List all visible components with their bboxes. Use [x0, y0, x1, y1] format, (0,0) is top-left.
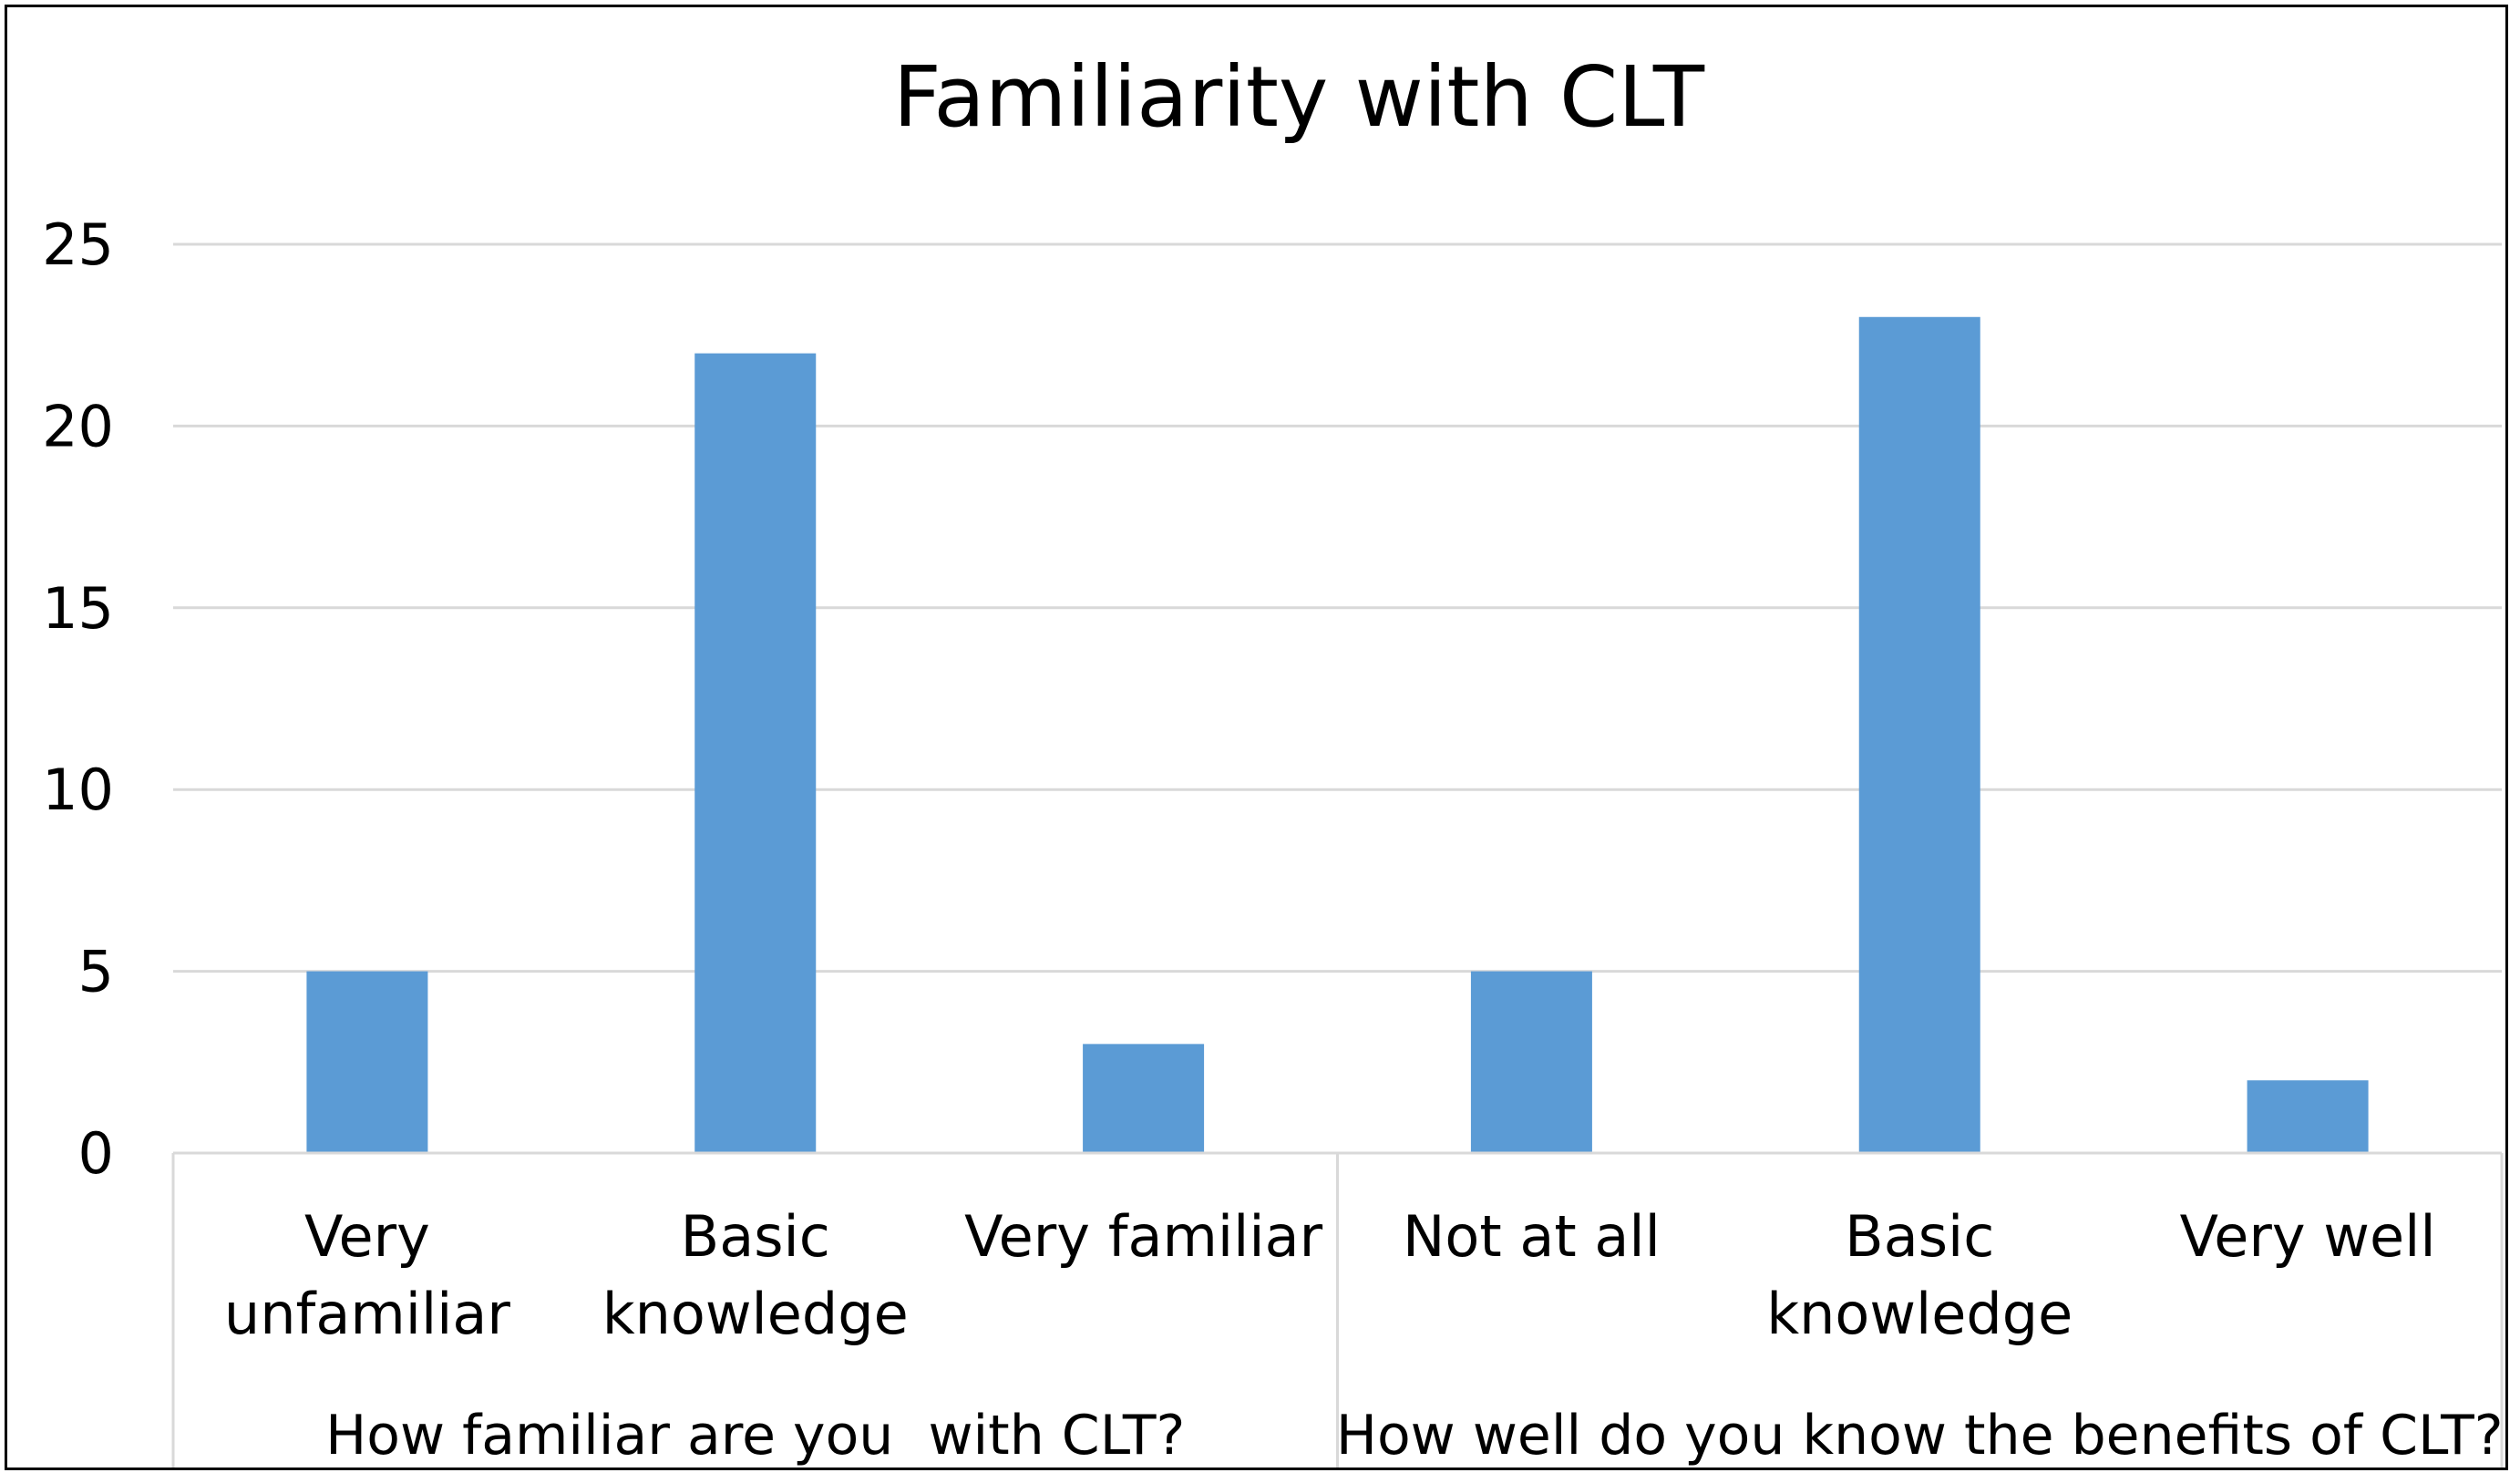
- chart-frame: [5, 5, 2508, 1470]
- bar: [1083, 1044, 1205, 1153]
- x-tick-label: Not at all: [1403, 1203, 1661, 1270]
- y-tick-label: 0: [78, 1120, 114, 1187]
- x-tick-label: knowledge: [1766, 1281, 2073, 1347]
- x-tick-label: Very well: [2180, 1203, 2436, 1270]
- x-tick-label: Basic: [681, 1203, 830, 1270]
- y-tick-label: 25: [42, 211, 114, 278]
- x-tick-label: knowledge: [602, 1281, 909, 1347]
- x-tick-label: Very familiar: [964, 1203, 1323, 1270]
- gridlines: [173, 242, 2502, 973]
- x-tick-label: unfamiliar: [224, 1281, 510, 1347]
- x-tick-label: Very: [304, 1203, 430, 1270]
- y-tick-label: 20: [42, 393, 114, 459]
- bar: [1470, 971, 1592, 1153]
- y-tick-label: 5: [78, 939, 114, 1005]
- y-tick-label: 15: [42, 575, 114, 642]
- x-tick-label: Basic: [1845, 1203, 1994, 1270]
- bar: [306, 971, 428, 1153]
- chart-title: Familiarity with CLT: [893, 48, 1705, 146]
- bar: [1858, 316, 1980, 1153]
- bar: [694, 353, 817, 1153]
- y-tick-label: 10: [42, 757, 114, 823]
- y-axis-ticks: 0 5 10 15 20 25: [42, 211, 114, 1187]
- x-axis: Very unfamiliar Basic knowledge Very familia…: [171, 1151, 2504, 1468]
- bar: [2247, 1080, 2369, 1153]
- group-label: How familiar are you with CLT?: [325, 1404, 1185, 1468]
- bars: [306, 316, 2369, 1153]
- group-label: How well do you know the benefits of CLT…: [1336, 1404, 2504, 1468]
